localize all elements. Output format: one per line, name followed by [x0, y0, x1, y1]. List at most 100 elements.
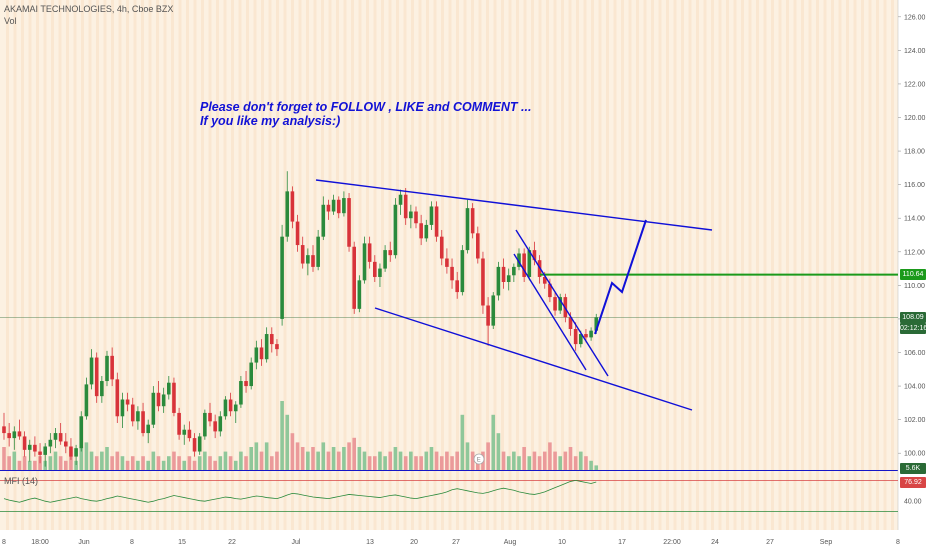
candle-body [239, 381, 243, 405]
grid-stripe [816, 0, 819, 530]
volume-bar [439, 456, 444, 470]
grid-stripe [553, 0, 557, 530]
grid-stripe [756, 0, 759, 530]
grid-stripe [51, 0, 54, 530]
time-axis-label: 8 [2, 539, 6, 546]
grid-stripe [868, 0, 872, 530]
candle-body [362, 243, 367, 281]
candle-body [228, 399, 233, 412]
volume-bar [259, 451, 264, 470]
candle-body [352, 246, 356, 309]
candle-body [74, 448, 78, 457]
volume-bar [542, 451, 547, 470]
candle-body [465, 208, 470, 251]
candle-body [512, 266, 516, 276]
symbol-title[interactable]: AKAMAI TECHNOLOGIES, 4h, Cboe BZX [4, 4, 174, 14]
candle-body [167, 382, 171, 395]
price-tick-label: 124.00 [904, 48, 926, 55]
volume-bar [2, 447, 6, 470]
time-axis-label: 22:00 [663, 539, 681, 546]
candle-body [7, 433, 11, 439]
candle-body [58, 433, 63, 442]
candle-body [115, 379, 120, 417]
mfi-label[interactable]: MFI (14) [4, 476, 39, 486]
grid-stripe [561, 0, 564, 530]
price-tick-label: 104.00 [904, 384, 926, 391]
grid-stripe [501, 0, 504, 530]
volume-bar [460, 414, 465, 470]
grid-stripe [133, 0, 137, 530]
volume-bar [89, 451, 94, 470]
grid-stripe [598, 0, 602, 530]
volume-bar [172, 451, 176, 470]
countdown-badge: 02:12:16 [900, 322, 928, 334]
volume-bar [414, 456, 418, 470]
grid-stripe [73, 0, 77, 530]
candle-body [429, 206, 434, 225]
candle-body [439, 236, 444, 259]
annotation-line-1: Please don't forget to FOLLOW , LIKE and… [200, 100, 532, 114]
grid-stripe [186, 0, 189, 530]
grid-stripe [778, 0, 782, 530]
volume-bar [429, 447, 434, 470]
grid-stripe [546, 0, 549, 530]
grid-stripe [66, 0, 69, 530]
candle-body [342, 198, 346, 214]
grid-stripe [246, 0, 249, 530]
grid-stripe [876, 0, 879, 530]
time-axis-label: 8 [896, 539, 900, 546]
candle-body [177, 412, 181, 435]
volume-bar [141, 456, 145, 470]
candle-body [548, 283, 552, 298]
grid-stripe [666, 0, 669, 530]
volume-bar [470, 451, 475, 470]
volume-label: Vol [4, 16, 17, 26]
grid-stripe [718, 0, 722, 530]
time-axis-label: Sep [820, 539, 833, 546]
grid-stripe [6, 0, 9, 530]
grid-stripe [808, 0, 812, 530]
candle-body [506, 275, 511, 282]
candle-body [331, 199, 336, 212]
candle-body [336, 199, 341, 214]
volume-bar [311, 447, 315, 470]
pane-divider [0, 470, 898, 471]
candle-body [172, 382, 176, 413]
candle-body [553, 297, 557, 311]
annotation-text[interactable]: Please don't forget to FOLLOW , LIKE and… [200, 100, 531, 128]
candle-body [105, 355, 109, 382]
volume-bar [419, 456, 423, 470]
volume-bar [136, 460, 140, 470]
candle-body [434, 206, 439, 237]
volume-bar [130, 456, 135, 470]
volume-bar [218, 456, 223, 470]
candle-body [218, 416, 223, 432]
candle-body [12, 431, 17, 439]
grid-stripe [711, 0, 714, 530]
volume-bar [280, 401, 284, 470]
candle-body [89, 357, 94, 385]
volume-bar [445, 451, 449, 470]
candle-body [48, 439, 53, 447]
grid-stripe [853, 0, 857, 530]
grid-stripe [576, 0, 579, 530]
grid-stripe [733, 0, 737, 530]
grid-stripe [688, 0, 692, 530]
volume-bar [12, 451, 17, 470]
candle-body [517, 253, 521, 267]
grid-stripe [763, 0, 767, 530]
volume-bar [161, 460, 166, 470]
candle-body [311, 255, 315, 267]
volume-bar [228, 456, 233, 470]
volume-bar [347, 442, 351, 470]
volume-bar [589, 460, 593, 470]
candle-body [254, 347, 259, 363]
grid-stripe [388, 0, 392, 530]
current-price-badge: 108.09 [900, 311, 926, 323]
volume-bar [197, 456, 202, 470]
volume-bar [223, 451, 228, 470]
price-tick-label: 120.00 [904, 115, 926, 122]
candle-body [522, 253, 526, 277]
